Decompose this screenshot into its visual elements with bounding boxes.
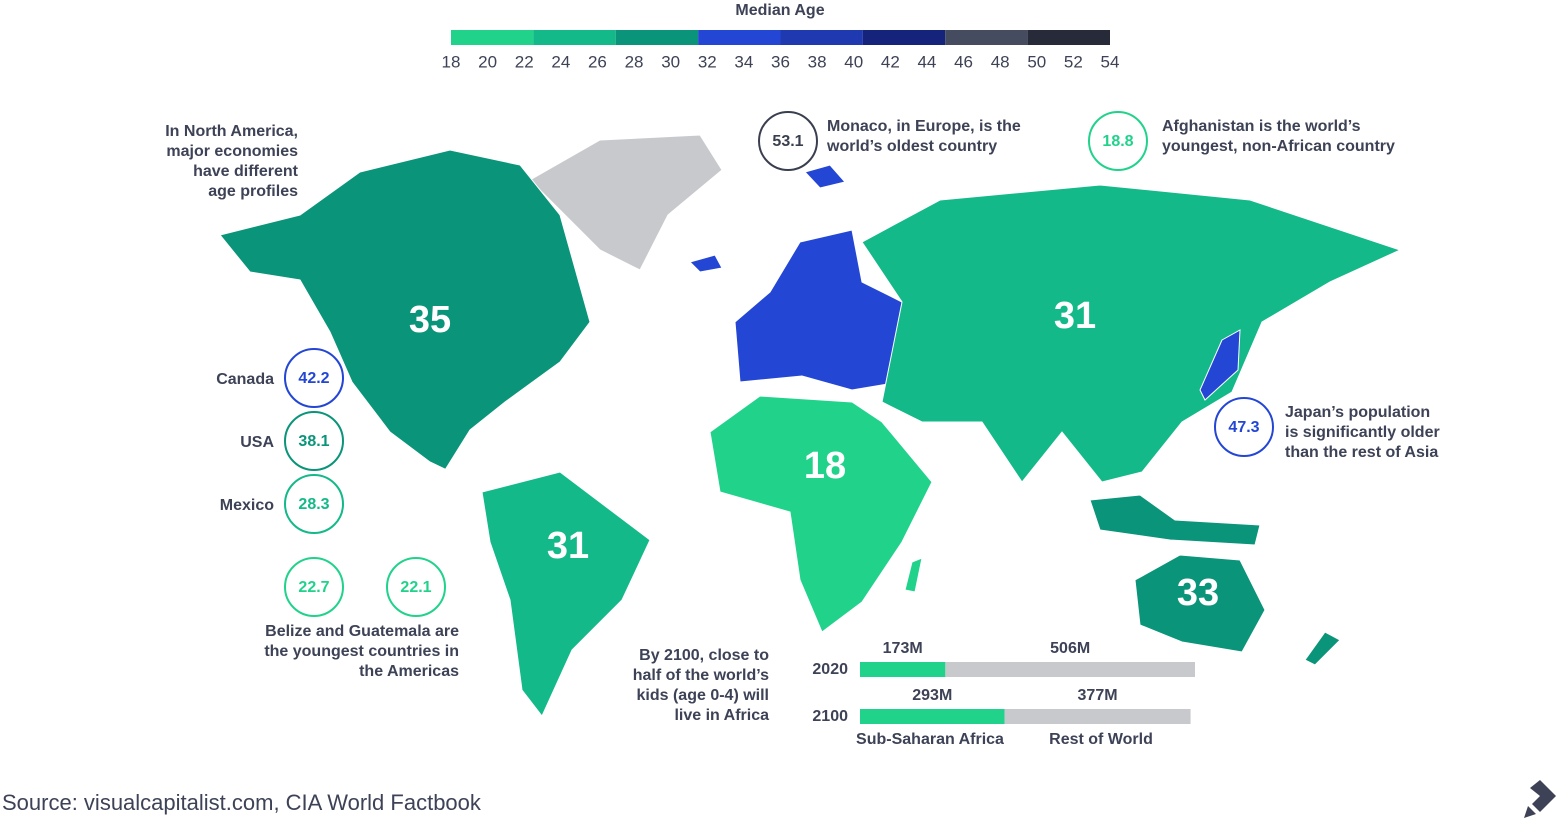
bar <box>860 662 946 677</box>
circle-value: 38.1 <box>298 433 329 450</box>
region-label: 31 <box>547 525 589 567</box>
value-circle <box>284 411 344 471</box>
legend-swatch <box>780 30 863 45</box>
legend-swatch <box>945 30 1028 45</box>
annotation-text: have different <box>193 163 299 180</box>
annotation-text: is significantly older <box>1285 424 1440 441</box>
legend-title: Median Age <box>735 2 824 19</box>
region-label: 18 <box>804 445 846 487</box>
annotation-text: Monaco, in Europe, is the <box>827 118 1021 135</box>
bar <box>945 662 1195 677</box>
legend-label: Rest of World <box>1049 731 1153 748</box>
country-name: USA <box>240 434 274 451</box>
annotation-text: live in Africa <box>674 707 769 724</box>
annotation-text: world’s oldest country <box>826 138 997 155</box>
annotation-text: By 2100, close to <box>639 647 769 664</box>
asia <box>861 184 1402 483</box>
legend-tick-label: 24 <box>551 52 570 71</box>
bar-value-label: 173M <box>883 640 923 657</box>
iceland <box>689 254 723 273</box>
value-circle <box>284 557 344 617</box>
value-circle <box>1088 111 1148 171</box>
legend-swatch <box>451 30 534 45</box>
legend-tick-label: 34 <box>734 52 753 71</box>
svalbard <box>804 164 846 189</box>
legend-tick-label: 50 <box>1027 52 1046 71</box>
greenland <box>529 134 723 271</box>
legend-tick-label: 20 <box>478 52 497 71</box>
annotation-text: In North America, <box>165 123 298 140</box>
value-circle <box>284 348 344 408</box>
new-zealand <box>1304 631 1341 666</box>
legend-tick-label: 38 <box>808 52 827 71</box>
annotation-text: than the rest of Asia <box>1285 444 1438 461</box>
legend-swatch <box>533 30 616 45</box>
legend-tick-label: 40 <box>844 52 863 71</box>
annotation-text: half of the world’s <box>633 667 769 684</box>
circle-value: 22.7 <box>298 579 329 596</box>
legend-tick-label: 46 <box>954 52 973 71</box>
country-name: Mexico <box>220 497 274 514</box>
legend-tick-label: 48 <box>991 52 1010 71</box>
madagascar <box>904 557 923 593</box>
circle-value: 18.8 <box>1102 133 1133 150</box>
annotation-text: kids (age 0-4) will <box>637 687 769 704</box>
annotation-text: major economies <box>166 143 298 160</box>
value-circle <box>758 111 818 171</box>
legend-tick-label: 36 <box>771 52 790 71</box>
row-label: 2020 <box>812 661 848 678</box>
bar <box>860 709 1005 724</box>
legend-tick-label: 28 <box>625 52 644 71</box>
annotation-text: Belize and Guatemala are <box>265 623 459 640</box>
source: Source: visualcapitalist.com, CIA World … <box>2 790 482 815</box>
bar-value-label: 377M <box>1078 687 1118 704</box>
value-circle <box>386 557 446 617</box>
legend-tick-label: 18 <box>442 52 461 71</box>
circle-value: 53.1 <box>772 133 803 150</box>
legend-tick-label: 54 <box>1101 52 1120 71</box>
legend-tick-label: 22 <box>515 52 534 71</box>
value-circle <box>284 474 344 534</box>
bar-value-label: 293M <box>912 687 952 704</box>
legend-tick-label: 42 <box>881 52 900 71</box>
africa <box>709 395 933 633</box>
annotation-text: Afghanistan is the world’s <box>1162 118 1361 135</box>
annotation-text: the youngest countries in <box>264 643 459 660</box>
circle-value: 22.1 <box>400 579 431 596</box>
legend-swatch <box>862 30 946 45</box>
legend-tick-label: 52 <box>1064 52 1083 71</box>
legend-tick-label: 30 <box>661 52 680 71</box>
legend-swatch <box>1027 30 1110 45</box>
value-circle <box>1214 397 1274 457</box>
japan-land <box>1199 329 1241 401</box>
legend-tick-label: 44 <box>917 52 936 71</box>
annotation-text: youngest, non-African country <box>1162 138 1395 155</box>
map <box>219 134 1402 717</box>
circle-value: 42.2 <box>298 370 329 387</box>
bar <box>1004 709 1191 724</box>
country-name: Canada <box>216 371 274 388</box>
annotation-text: the Americas <box>359 663 459 680</box>
north-america <box>219 149 591 483</box>
region-label: 35 <box>409 299 451 341</box>
bar-value-label: 506M <box>1050 640 1090 657</box>
circle-value: 47.3 <box>1228 419 1259 436</box>
legend-label: Sub-Saharan Africa <box>856 731 1004 748</box>
circle-value: 28.3 <box>298 496 329 513</box>
logo <box>1524 780 1556 818</box>
region-label: 31 <box>1054 295 1096 337</box>
legend-tick-label: 32 <box>698 52 717 71</box>
annotation-text: age profiles <box>208 183 298 200</box>
annotation-text: Japan’s population <box>1285 404 1430 421</box>
legend-swatch <box>698 30 781 45</box>
legend-swatch <box>615 30 699 45</box>
south-america <box>481 471 651 717</box>
legend-tick-label: 26 <box>588 52 607 71</box>
region-label: 33 <box>1177 572 1219 614</box>
indonesia <box>1089 494 1261 546</box>
australia <box>1134 554 1266 653</box>
row-label: 2100 <box>812 708 848 725</box>
